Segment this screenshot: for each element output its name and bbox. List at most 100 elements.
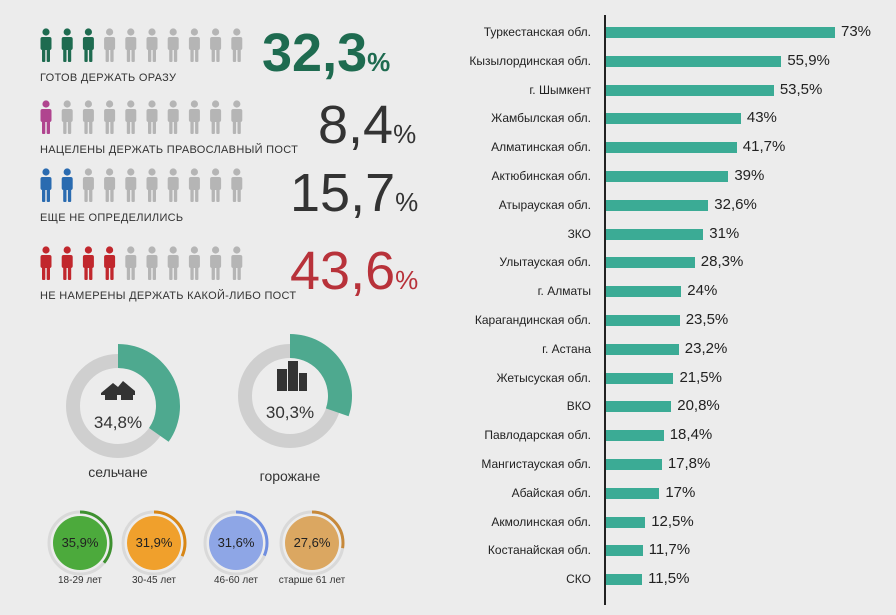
bar-value-label: 73%: [841, 23, 872, 40]
settlement-donut: 34,8%: [53, 341, 183, 476]
age-disk: [209, 516, 263, 570]
bar: [606, 516, 646, 528]
person-icon: [82, 246, 94, 280]
group-percent-unit: %: [367, 47, 391, 77]
bar-category-label: Улытауская обл.: [499, 255, 591, 270]
age-ring-chart: [47, 510, 113, 576]
group-percent: 32,3%: [262, 26, 390, 80]
age-label: старше 61 лет: [278, 575, 346, 586]
bar-value-label: 24%: [687, 282, 718, 300]
bar: [606, 142, 737, 154]
bar: [606, 574, 643, 586]
person-icon: [104, 246, 116, 280]
bar-category-label: ВКО: [566, 399, 591, 414]
bar-category-label: Мангистауская обл.: [481, 457, 591, 471]
group-percent-value: 15,7: [290, 163, 396, 223]
bar-value-label: 11,7%: [648, 541, 691, 559]
person-icon-row: [40, 100, 243, 134]
person-icon: [146, 100, 158, 134]
person-icons: [40, 246, 255, 282]
age-label: 30-45 лет: [132, 575, 176, 586]
person-icon: [167, 100, 179, 134]
bar: [606, 286, 682, 298]
group-row-1: ГОТОВ ДЕРЖАТЬ ОРАЗУ 32,3%: [0, 26, 420, 88]
bar-value-label: 43%: [746, 109, 777, 127]
donut-value-arc: [290, 334, 352, 417]
bar-category-label: г. Шымкент: [529, 82, 591, 97]
person-icon: [231, 28, 243, 62]
person-icon: [61, 28, 73, 62]
person-icon: [188, 100, 200, 134]
person-icon: [104, 28, 116, 62]
person-icon: [40, 168, 52, 202]
bar-category-label: Жамбылская обл.: [491, 111, 591, 126]
group-label: ЕЩЕ НЕ ОПРЕДЕЛИЛИСЬ: [40, 212, 184, 224]
group-percent-value: 8,4: [318, 95, 394, 155]
person-icon: [146, 28, 158, 62]
person-icon: [167, 28, 179, 62]
bar-category-label: Атырауская обл.: [498, 197, 591, 212]
age-label: 46-60 лет: [214, 575, 258, 586]
bar-category-label: Костанайская обл.: [487, 543, 591, 558]
person-icon: [82, 28, 94, 62]
donut-value-arc: [118, 344, 180, 442]
person-icon: [40, 100, 52, 134]
group-label: НЕ НАМЕРЕНЫ ДЕРЖАТЬ КАКОЙ-ЛИБО ПОСТ: [40, 290, 297, 302]
bar-value-label: 11,5%: [648, 570, 690, 588]
bar: [606, 257, 695, 269]
age-circle: 31,6%: [202, 509, 270, 582]
person-icon: [167, 168, 179, 202]
bar-value-label: 17%: [665, 483, 696, 501]
age-disk: [127, 516, 181, 570]
group-row-3: ЕЩЕ НЕ ОПРЕДЕЛИЛИСЬ 15,7%: [0, 166, 420, 228]
person-icon: [104, 100, 116, 134]
bar: [606, 55, 782, 67]
person-icon: [40, 28, 52, 62]
person-icon: [210, 246, 222, 280]
person-icon: [125, 100, 137, 134]
bar-value-label: 12,5%: [651, 512, 694, 530]
person-icons: [40, 100, 255, 136]
age-circle: 35,9%: [46, 509, 114, 582]
age-ring-chart: [121, 510, 187, 576]
group-label: НАЦЕЛЕНЫ ДЕРЖАТЬ ПРАВОСЛАВНЫЙ ПОСТ: [40, 144, 299, 156]
settlement-donut: 30,3%: [225, 331, 355, 466]
age-circle: 27,6%: [278, 509, 346, 582]
group-percent-unit: %: [393, 119, 417, 149]
bar-value-label: 31%: [709, 224, 740, 242]
donut-chart: [66, 344, 180, 458]
group-row-2: НАЦЕЛЕНЫ ДЕРЖАТЬ ПРАВОСЛАВНЫЙ ПОСТ 8,4%: [0, 98, 420, 160]
donut-percent: 34,8%: [93, 413, 143, 432]
person-icon: [231, 100, 243, 134]
age-ring-chart: [203, 510, 269, 576]
donut-percent: 30,3%: [265, 403, 315, 422]
bar: [606, 459, 662, 470]
bar-category-label: Алматинская обл.: [491, 140, 591, 155]
group-percent-unit: %: [395, 265, 419, 295]
person-icons: [40, 168, 255, 204]
bar: [606, 171, 729, 182]
age-label: 18-29 лет: [58, 575, 102, 586]
bar: [606, 113, 741, 125]
bar-category-label: Акмолинская обл.: [491, 514, 591, 529]
age-percent: 27,6%: [293, 535, 331, 550]
bar: [606, 430, 664, 442]
age-ring-chart: [279, 510, 345, 576]
group-percent-unit: %: [395, 187, 419, 217]
person-icon: [104, 168, 116, 202]
bar-category-label: Карагандинская обл.: [474, 313, 591, 327]
age-disk: [285, 516, 339, 570]
age-ring-arc: [279, 510, 345, 576]
person-icon-row: [40, 28, 243, 62]
bar-value-label: 21,5%: [679, 368, 722, 386]
age-ring-arc: [47, 510, 113, 576]
bar-chart-axis: [604, 15, 606, 605]
bar-value-label: 41,7%: [742, 138, 786, 156]
bar: [606, 545, 643, 557]
person-icon: [61, 100, 73, 134]
person-icon-row: [40, 246, 243, 280]
bar-category-label: г. Алматы: [537, 284, 591, 299]
person-icon: [167, 246, 179, 280]
person-icon: [188, 168, 200, 202]
age-disk: [53, 516, 107, 570]
